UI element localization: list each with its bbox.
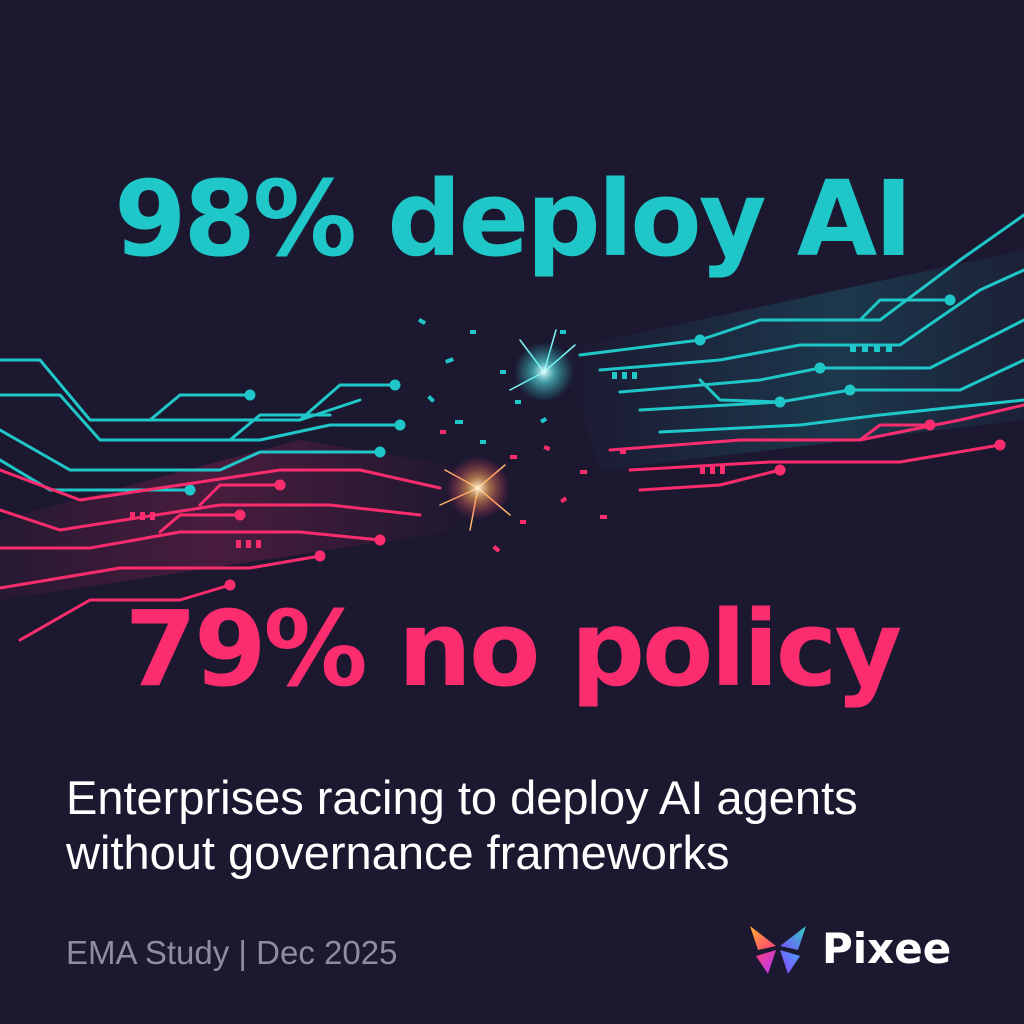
cyan-spark-glow: [514, 342, 574, 402]
subtitle: Enterprises racing to deploy AI agents w…: [66, 770, 966, 881]
subtitle-line-1: Enterprises racing to deploy AI agents: [66, 771, 858, 824]
brand-lockup: Pixee: [746, 916, 951, 980]
debris-fragments: [418, 317, 626, 553]
cyan-glow-band: [560, 250, 1024, 470]
orange-spark-glow: [446, 456, 510, 520]
headline-deploy-stat: 98% deploy AI: [114, 158, 913, 280]
pink-traces-left: [0, 468, 442, 642]
cyan-traces-right: [578, 213, 1024, 434]
headline-policy-stat: 79% no policy: [124, 588, 902, 710]
source-citation: EMA Study | Dec 2025: [66, 934, 398, 971]
subtitle-line-2: without governance frameworks: [66, 826, 730, 880]
brand-name: Pixee: [822, 923, 952, 973]
butterfly-logo-icon: [750, 926, 806, 974]
pink-traces-right: [608, 403, 1024, 492]
cyan-traces-left: [0, 358, 406, 496]
